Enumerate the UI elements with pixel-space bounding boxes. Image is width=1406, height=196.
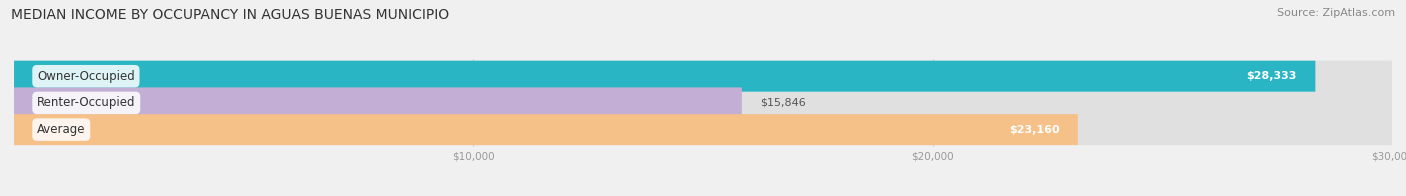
Text: $28,333: $28,333	[1247, 71, 1296, 81]
Text: $23,160: $23,160	[1008, 125, 1059, 135]
FancyBboxPatch shape	[14, 61, 1316, 92]
FancyBboxPatch shape	[14, 61, 1392, 92]
Text: MEDIAN INCOME BY OCCUPANCY IN AGUAS BUENAS MUNICIPIO: MEDIAN INCOME BY OCCUPANCY IN AGUAS BUEN…	[11, 8, 450, 22]
Text: Source: ZipAtlas.com: Source: ZipAtlas.com	[1277, 8, 1395, 18]
FancyBboxPatch shape	[14, 87, 742, 118]
Text: Owner-Occupied: Owner-Occupied	[37, 70, 135, 83]
Text: Average: Average	[37, 123, 86, 136]
FancyBboxPatch shape	[14, 87, 1392, 118]
Text: $15,846: $15,846	[761, 98, 806, 108]
Text: Renter-Occupied: Renter-Occupied	[37, 96, 135, 109]
FancyBboxPatch shape	[14, 114, 1392, 145]
FancyBboxPatch shape	[14, 114, 1078, 145]
